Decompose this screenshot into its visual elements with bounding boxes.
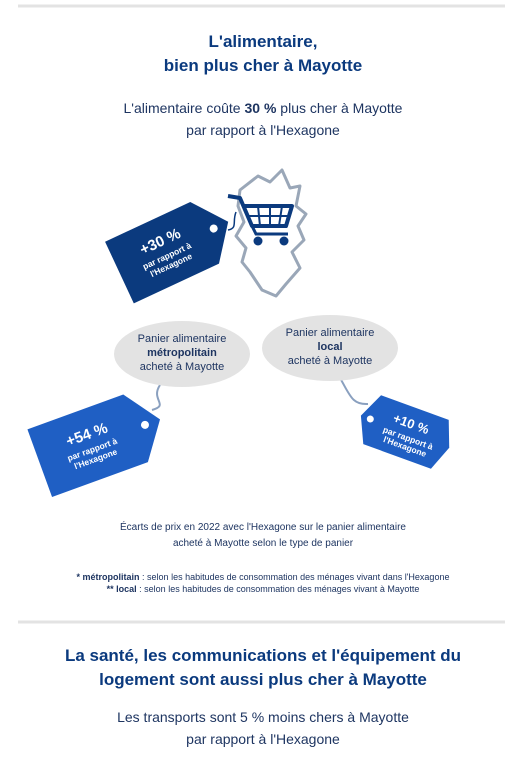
footnote-term: ** local: [107, 584, 137, 594]
price-tag: +10 % par rapport à l'Hexagone: [360, 395, 450, 469]
price-tag: +54 % par rapport à l'Hexagone: [27, 394, 161, 498]
price-tag: +30 % par rapport à l'Hexagone: [105, 201, 229, 304]
title-line: L'alimentaire,: [209, 32, 318, 51]
subtitle-bold: 30 %: [244, 100, 276, 116]
basket-bubble: Panier alimentaire local acheté à Mayott…: [262, 315, 398, 381]
subtitle: Les transports sont 5 % moins chers à Ma…: [117, 709, 409, 725]
footnote: * métropolitain : selon les habitudes de…: [77, 572, 450, 582]
footnote: ** local : selon les habitudes de consom…: [107, 584, 420, 594]
footnote-term: * métropolitain: [77, 572, 140, 582]
title-line: logement sont aussi plus cher à Mayotte: [99, 670, 427, 689]
bubble-text: acheté à Mayotte: [140, 361, 224, 373]
bubble-bold: métropolitain: [147, 347, 217, 359]
subtitle-part: L'alimentaire coûte: [124, 100, 245, 116]
bubble-bold: local: [317, 341, 342, 353]
caption: Écarts de prix en 2022 avec l'Hexagone s…: [120, 520, 406, 533]
tag-string: [151, 384, 161, 411]
bubble-text: acheté à Mayotte: [288, 355, 372, 367]
title-line: bien plus cher à Mayotte: [164, 56, 362, 75]
footnote-text: : selon les habitudes de consommation de…: [140, 572, 450, 582]
tag-string: [339, 377, 369, 406]
bubble-text: Panier alimentaire: [286, 327, 375, 339]
bubble-text: Panier alimentaire: [138, 333, 227, 345]
caption: acheté à Mayotte selon le type de panier: [173, 538, 354, 549]
title-line: La santé, les communications et l'équipe…: [65, 646, 461, 665]
subtitle: par rapport à l'Hexagone: [186, 731, 340, 747]
subtitle: L'alimentaire coûte 30 % plus cher à May…: [124, 100, 403, 116]
footnote-text: : selon les habitudes de consommation de…: [137, 584, 420, 594]
mayotte-illustration: [227, 168, 308, 298]
subtitle-part: plus cher à Mayotte: [276, 100, 402, 116]
subtitle: par rapport à l'Hexagone: [186, 122, 340, 138]
basket-bubble: Panier alimentaire métropolitain acheté …: [114, 321, 250, 387]
